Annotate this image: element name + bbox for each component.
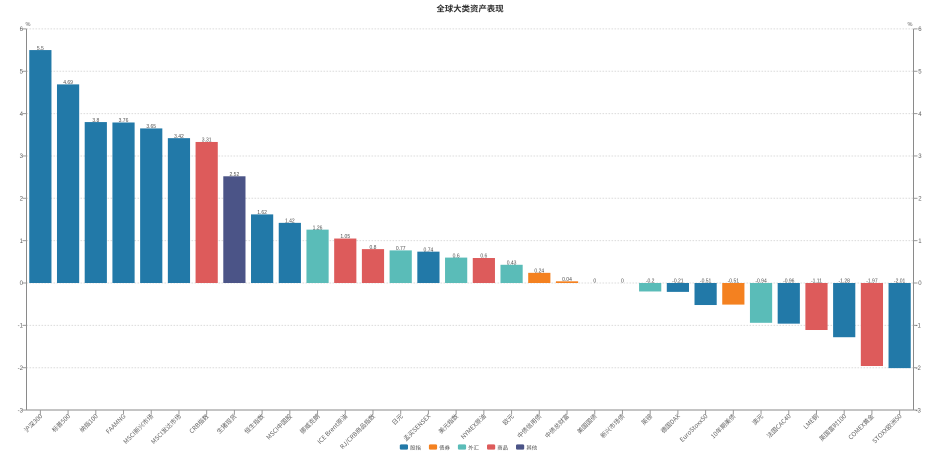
svg-text:5: 5 [918,69,922,75]
svg-text:4.69: 4.69 [63,80,73,86]
svg-text:-3: -3 [18,408,24,414]
svg-text:0: 0 [20,281,24,287]
svg-text:0.04: 0.04 [562,277,572,283]
svg-text:0.24: 0.24 [534,269,544,275]
svg-text:-1: -1 [916,324,922,330]
svg-text:2.52: 2.52 [230,172,240,178]
svg-text:-0.2: -0.2 [646,279,655,285]
svg-text:0.77: 0.77 [396,246,406,252]
svg-text:3.42: 3.42 [174,134,184,140]
svg-text:5: 5 [20,69,24,75]
svg-text:3.65: 3.65 [146,124,156,130]
svg-text:0: 0 [918,281,922,287]
svg-text:-0.21: -0.21 [672,279,684,285]
svg-text:-1.97: -1.97 [866,279,878,285]
svg-text:-1: -1 [18,324,24,330]
svg-text:0.43: 0.43 [507,260,517,266]
svg-text:0.8: 0.8 [370,245,377,251]
svg-text:-1.11: -1.11 [811,279,822,285]
svg-text:-3: -3 [916,408,922,414]
svg-text:%: % [26,22,31,28]
svg-text:3.31: 3.31 [202,138,212,144]
svg-text:0.6: 0.6 [453,253,460,259]
svg-text:0.6: 0.6 [480,254,487,260]
svg-text:-2.01: -2.01 [894,279,906,285]
svg-text:-0.94: -0.94 [755,279,767,285]
svg-text:0.74: 0.74 [424,247,434,253]
svg-text:6: 6 [918,27,922,33]
svg-text:-0.51: -0.51 [728,279,740,285]
svg-text:2: 2 [918,197,922,203]
svg-text:%: % [908,22,913,28]
svg-text:3: 3 [20,154,24,160]
svg-text:-1.28: -1.28 [838,279,850,285]
svg-text:4: 4 [918,112,922,118]
svg-text:4: 4 [20,112,24,118]
svg-text:6: 6 [20,27,24,33]
svg-text:1: 1 [20,239,24,245]
svg-text:-2: -2 [18,366,24,372]
svg-text:2: 2 [20,197,24,203]
svg-text:-0.51: -0.51 [700,279,712,285]
svg-text:1.05: 1.05 [340,234,350,240]
svg-text:-2: -2 [916,366,922,372]
svg-text:-0.96: -0.96 [783,279,795,285]
svg-text:0: 0 [593,279,596,285]
svg-text:1.42: 1.42 [285,219,295,225]
svg-text:1.26: 1.26 [313,225,323,231]
svg-text:1.62: 1.62 [257,210,267,216]
svg-text:0: 0 [621,279,624,285]
svg-text:1: 1 [918,239,922,245]
svg-text:3: 3 [918,154,922,160]
svg-text:3.76: 3.76 [119,118,129,124]
svg-text:3.8: 3.8 [92,118,99,124]
svg-text:5.5: 5.5 [37,46,44,52]
